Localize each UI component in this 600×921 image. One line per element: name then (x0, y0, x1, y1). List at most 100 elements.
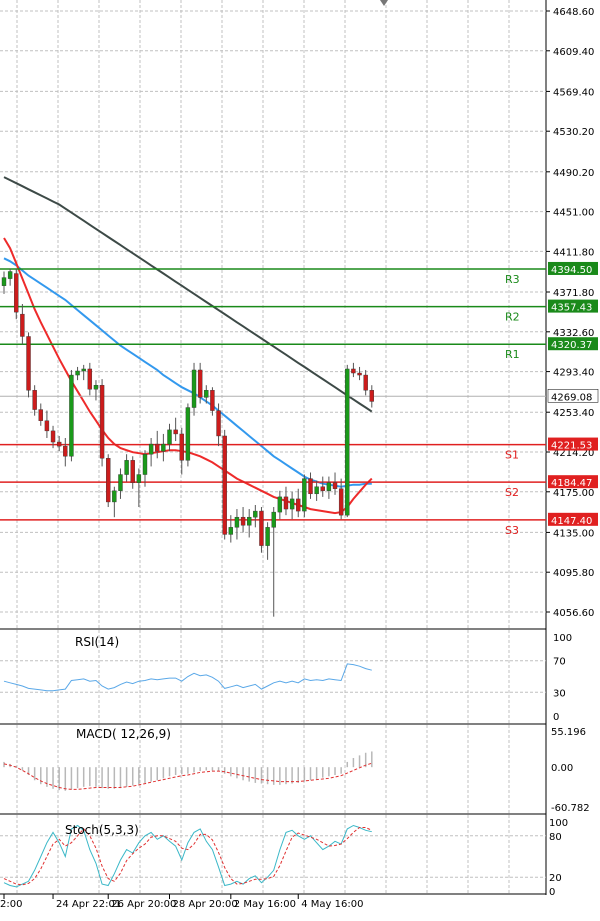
rsi-title: RSI(14) (75, 635, 119, 649)
level-price-label: 4394.50 (551, 265, 592, 276)
candle-body (112, 490, 117, 503)
candle-body (191, 369, 197, 408)
candle-body (326, 482, 332, 491)
candle-body (7, 271, 13, 279)
level-price-label: 4357.43 (551, 303, 592, 314)
candle-body (363, 374, 368, 391)
macd-tick-label: 0.00 (551, 763, 573, 774)
price-tick-label: 4411.80 (553, 247, 594, 258)
candle-body (259, 510, 264, 546)
level-price-tag (548, 299, 598, 313)
level-name-r3: R3 (505, 273, 520, 286)
price-tick-label: 4332.60 (553, 328, 594, 339)
price-tick-label: 4609.40 (553, 47, 594, 58)
level-price-label: 4147.40 (551, 516, 592, 527)
stoch-d-line (3, 827, 373, 886)
rsi-tick-label: 0 (553, 712, 559, 723)
candle-body (56, 441, 62, 447)
candle-body (345, 368, 350, 516)
price-tick-label: 4490.20 (553, 168, 594, 179)
time-tick-label: 28 Apr 20:00 (173, 899, 238, 910)
level-price-tag (548, 437, 598, 451)
price-tick-label: 4135.00 (553, 528, 594, 539)
candle-body (99, 385, 105, 459)
candle-body (240, 516, 246, 526)
panel-separator (0, 628, 546, 630)
candle-body (204, 390, 209, 398)
candle-body (351, 368, 356, 374)
candle-body (14, 273, 19, 313)
price-tick-label: 4451.00 (553, 208, 594, 219)
candle-body (216, 410, 221, 437)
time-tick-label: 2:00 (0, 899, 22, 910)
candle-body (314, 486, 319, 495)
candle-body (161, 443, 166, 452)
candle-body (81, 368, 86, 372)
macd-tick-label: 55.196 (551, 727, 586, 738)
candle-body (197, 369, 203, 398)
stoch-tick-label: 0 (549, 887, 555, 898)
candle-body (185, 407, 191, 461)
candle-body (63, 445, 68, 457)
stoch-tick-label: 20 (549, 873, 562, 884)
rsi-tick-label: 70 (553, 657, 566, 668)
candle-body (1, 277, 7, 286)
candle-body (69, 374, 74, 457)
price-tick-label: 4293.40 (553, 368, 594, 379)
candle-body (283, 496, 289, 510)
candle-body (302, 478, 307, 512)
price-tick-label: 4095.80 (553, 568, 594, 579)
candle-body (210, 390, 215, 411)
candle-body (308, 478, 313, 495)
candle-body (179, 433, 184, 461)
candle-body (228, 527, 234, 535)
time-tick-label: 24 Apr 22:01 (56, 899, 121, 910)
candle-body (44, 420, 50, 432)
time-tick-label: 4 May 16:00 (301, 899, 363, 910)
candle-body (222, 435, 227, 535)
time-tick-label: 2 May 16:00 (234, 899, 296, 910)
price-tick-label: 4530.20 (553, 127, 594, 138)
price-tick-label: 4648.60 (553, 7, 594, 18)
level-name-r1: R1 (505, 348, 520, 361)
candle-body (234, 516, 240, 528)
level-name-s3: S3 (505, 524, 519, 537)
level-price-tag (548, 512, 598, 526)
level-name-s1: S1 (505, 449, 519, 462)
candle-body (155, 443, 160, 452)
candle-body (136, 474, 142, 483)
level-name-s2: S2 (505, 486, 519, 499)
price-tick-label: 4175.00 (553, 488, 594, 499)
candle-body (265, 527, 270, 546)
macd-title: MACD( 12,26,9) (76, 727, 171, 741)
candle-body (124, 460, 129, 475)
current-price-tag (547, 389, 599, 403)
panel-separator (0, 723, 546, 725)
candle-body (50, 430, 56, 443)
price-tick-label: 4214.20 (553, 448, 594, 459)
level-price-label: 4184.47 (551, 478, 592, 489)
level-price-label: 4320.37 (551, 340, 592, 351)
price-tick-label: 4253.40 (553, 408, 594, 419)
level-name-r2: R2 (505, 311, 520, 324)
level-price-tag (548, 261, 598, 275)
stoch-tick-label: 100 (549, 818, 568, 829)
level-price-tag (548, 475, 598, 489)
candle-body (93, 385, 99, 390)
candle-body (106, 458, 111, 503)
candle-body (167, 429, 172, 445)
candle-body (26, 336, 31, 391)
current-price-label: 4269.08 (551, 392, 592, 403)
candle-body (142, 454, 148, 475)
candle-body (357, 372, 362, 376)
sma-dark-line (3, 176, 373, 413)
stoch-title: Stoch(5,3,3) (65, 823, 139, 837)
time-tick-label: 26 Apr 20:00 (111, 899, 176, 910)
candle-body (246, 516, 252, 526)
scroll-marker (380, 0, 388, 6)
candle-body (277, 496, 283, 513)
candle-body (118, 474, 123, 491)
macd-tick-label: -60.782 (551, 803, 590, 814)
